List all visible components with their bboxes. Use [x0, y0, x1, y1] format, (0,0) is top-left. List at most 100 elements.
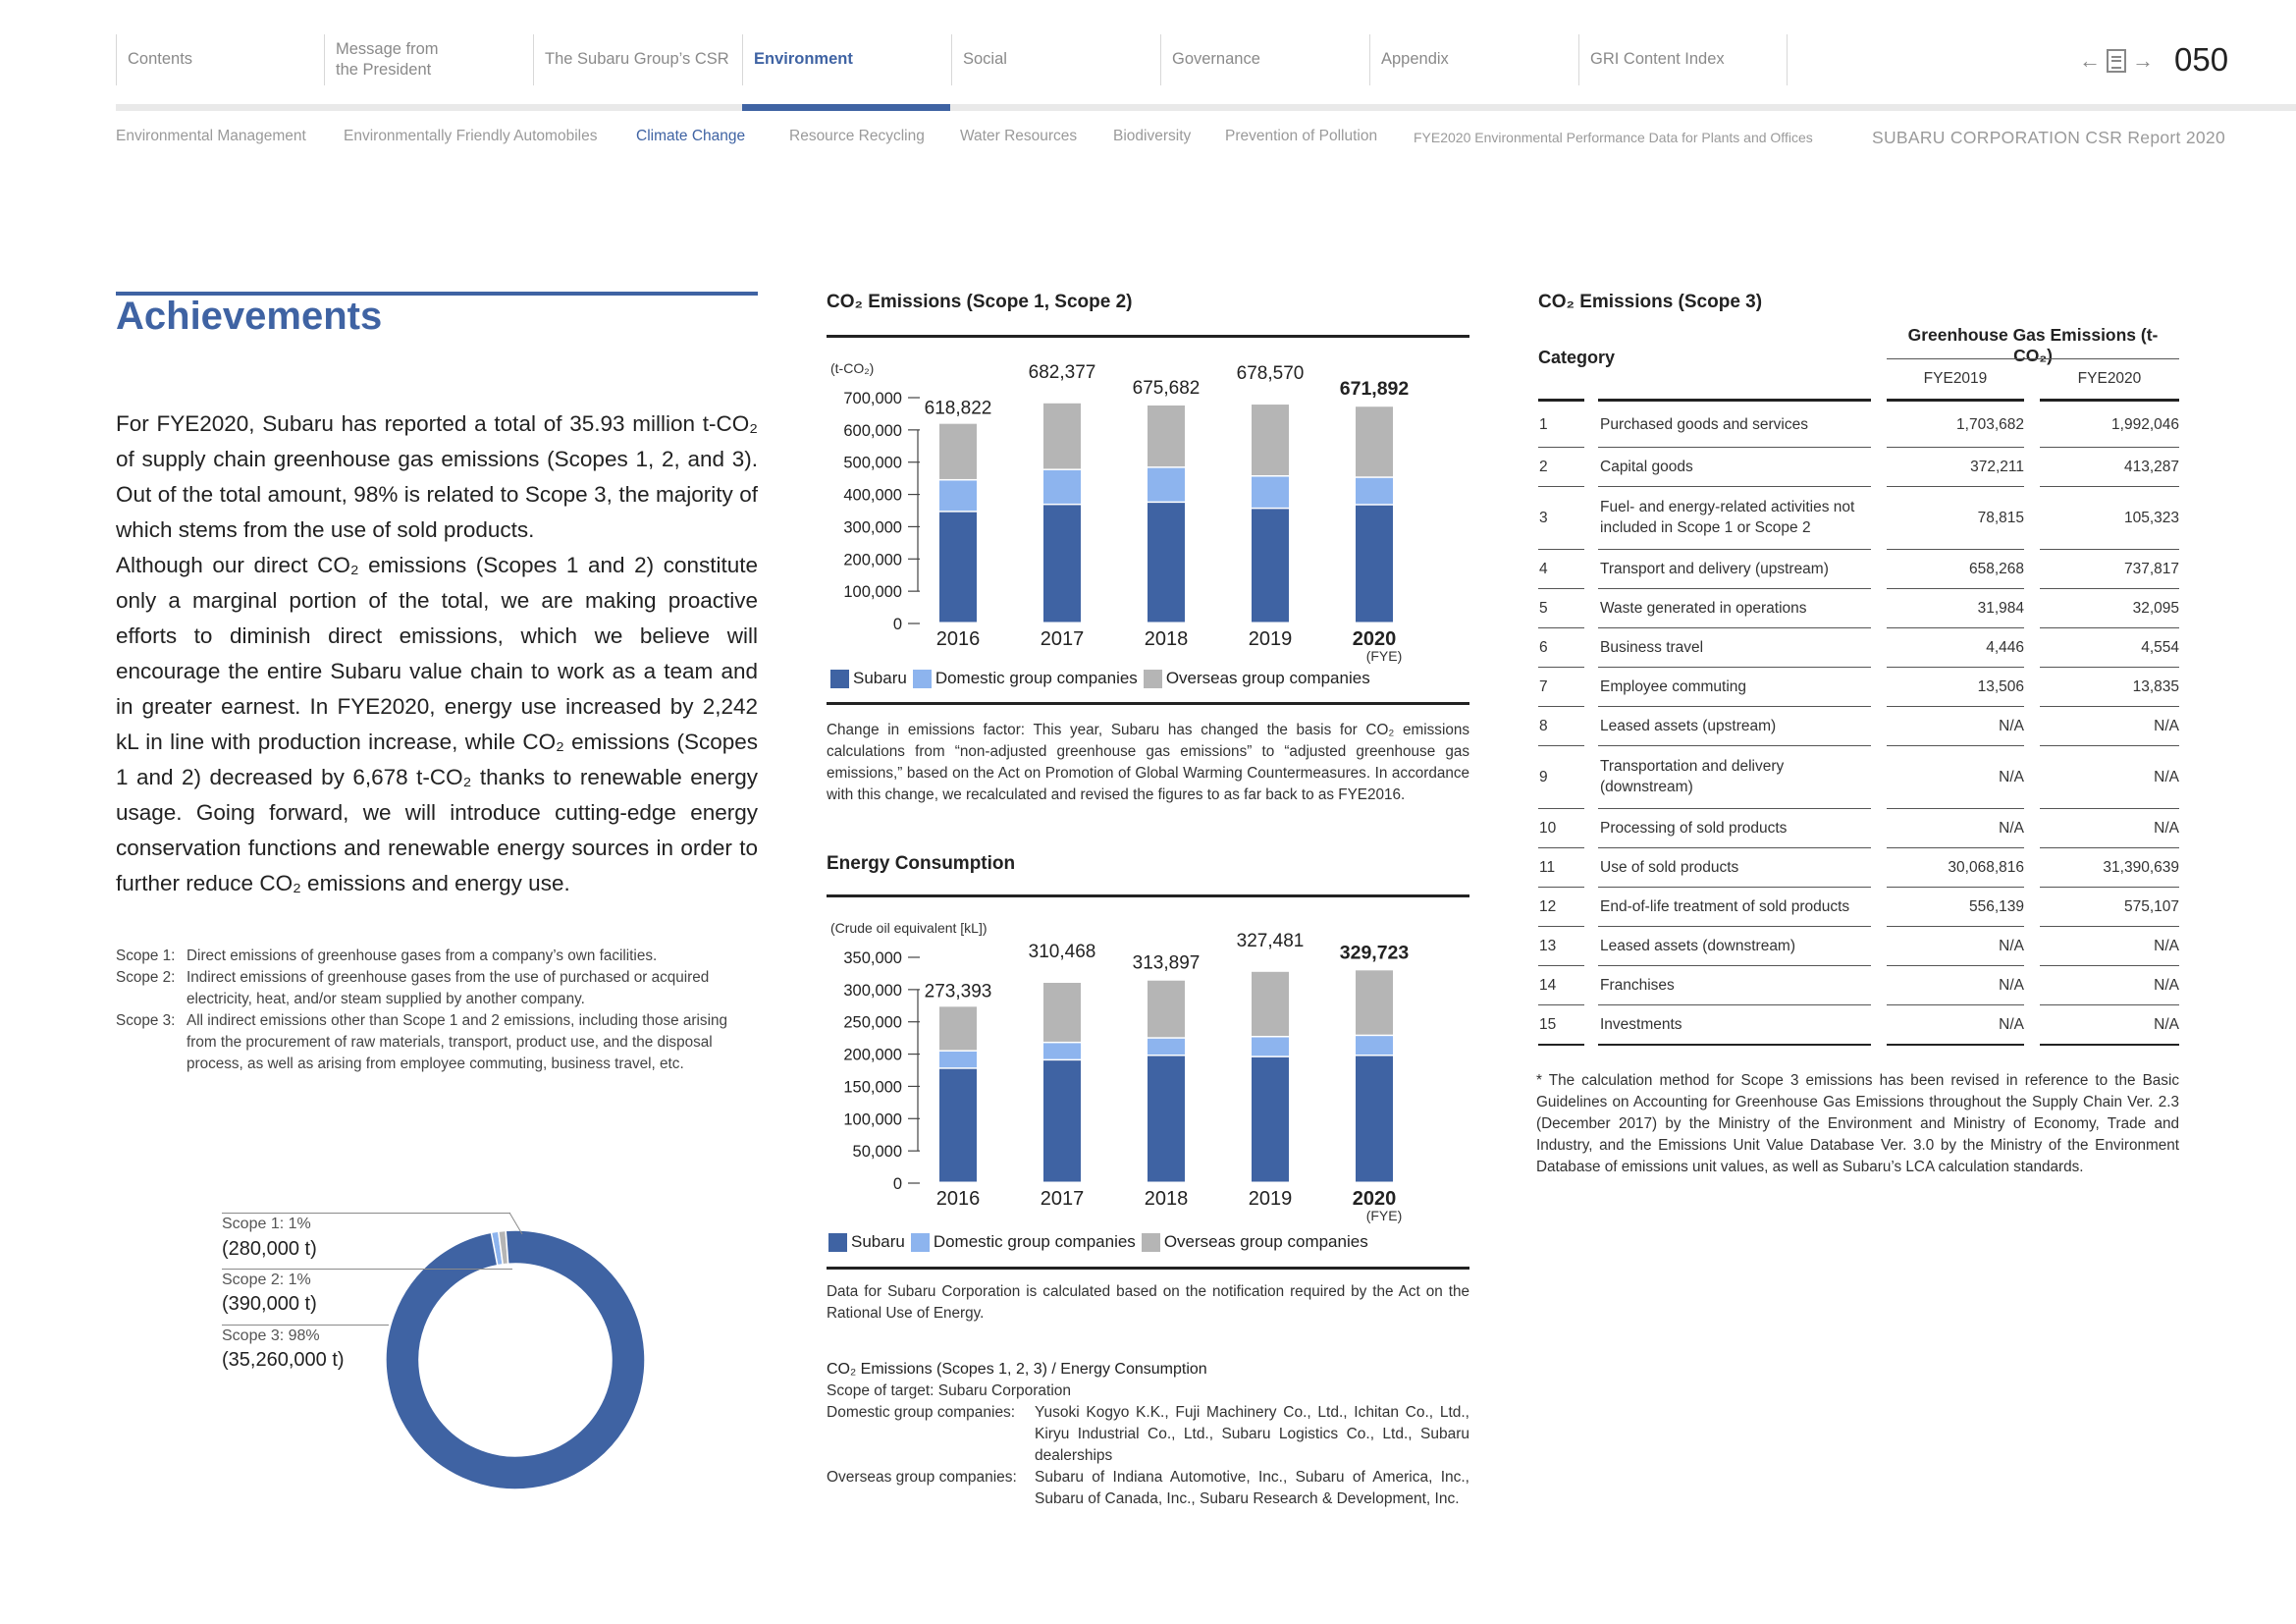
x-suffix-label: (FYE): [1366, 1208, 1403, 1223]
table-bottom-rule: [1887, 1044, 2024, 1046]
achievements-rule: [116, 292, 758, 296]
nav-divider: [116, 104, 2296, 111]
row-divider: [1598, 486, 1871, 487]
row-number: 8: [1539, 718, 1548, 734]
row-divider: [1598, 965, 1871, 966]
row-number: 12: [1539, 898, 1557, 915]
nav-tab-message[interactable]: Message from the President: [324, 34, 533, 85]
row-fye2020: 4,554: [2141, 639, 2179, 656]
scope3-footnote: * The calculation method for Scope 3 emi…: [1536, 1072, 2179, 1175]
row-fye2020: 737,817: [2123, 561, 2179, 577]
overseas-companies-key: Overseas group companies:: [827, 1469, 1017, 1486]
row-fye2019: N/A: [1999, 820, 2024, 837]
row-fye2019: N/A: [1999, 769, 2024, 785]
row-divider: [2040, 926, 2179, 927]
row-divider: [1598, 588, 1871, 589]
table-head-rule: [1538, 399, 1584, 402]
row-divider: [1887, 808, 2024, 809]
row-divider: [1598, 627, 1871, 628]
bar-segment-domestic-group-companies: [1252, 1037, 1289, 1056]
row-divider: [1887, 627, 2024, 628]
row-divider: [1538, 1004, 1584, 1005]
energy-legend: Subaru Domestic group companies Overseas…: [828, 1232, 1374, 1252]
row-divider: [1598, 887, 1871, 888]
row-number: 14: [1539, 977, 1557, 994]
y-tick-label: 150,000: [843, 1078, 902, 1096]
subnav-water-resources[interactable]: Water Resources: [960, 128, 1078, 144]
nav-tab-appendix[interactable]: Appendix: [1369, 34, 1578, 85]
row-number: 13: [1539, 938, 1557, 954]
row-divider: [2040, 745, 2179, 746]
row-number: 5: [1539, 600, 1548, 617]
row-category: Capital goods: [1600, 459, 1693, 475]
row-category: Investments: [1600, 1016, 1682, 1033]
scope-def-text: All indirect emissions other than Scope …: [187, 1012, 727, 1072]
y-tick-label: 0: [893, 616, 902, 633]
nav-tab-governance[interactable]: Governance: [1160, 34, 1369, 85]
scope-def-text: Indirect emissions of greenhouse gases f…: [187, 969, 710, 1007]
scope-of-target-line: Scope of target: Subaru Corporation: [827, 1382, 1072, 1399]
document-icon[interactable]: [2107, 49, 2126, 73]
scope2-leader: [222, 1269, 512, 1270]
subnav-performance-data[interactable]: FYE2020 Environmental Performance Data f…: [1414, 130, 1813, 145]
y-tick-label: 500,000: [843, 455, 902, 472]
subnav-climate-change[interactable]: Climate Change: [636, 128, 746, 144]
co2-legend: Subaru Domestic group companies Overseas…: [830, 669, 1376, 688]
nav-tab-label: Message from the President: [336, 39, 439, 79]
row-divider: [1538, 588, 1584, 589]
arrow-right-icon[interactable]: →: [2132, 48, 2154, 73]
y-tick-label: 200,000: [843, 551, 902, 568]
row-category: Franchises: [1600, 977, 1675, 994]
row-number: 2: [1539, 459, 1548, 475]
row-divider: [1887, 926, 2024, 927]
bar-segment-subaru: [1043, 505, 1081, 623]
nav-tab-label: Appendix: [1381, 50, 1449, 69]
nav-tab-contents[interactable]: Contents: [116, 34, 324, 85]
row-divider: [1887, 588, 2024, 589]
row-category: Business travel: [1600, 639, 1704, 656]
nav-tab-label: Environment: [754, 50, 853, 69]
bar-segment-domestic-group-companies: [1148, 1038, 1185, 1056]
subnav-friendly-automobiles[interactable]: Environmentally Friendly Automobiles: [344, 128, 598, 144]
row-fye2019: 13,506: [1977, 678, 2024, 695]
report-title: SUBARU CORPORATION CSR Report 2020: [1872, 128, 2225, 147]
row-fye2019: 658,268: [1968, 561, 2024, 577]
row-number: 4: [1539, 561, 1548, 577]
bar-total-label: 618,822: [925, 399, 992, 419]
bar-segment-domestic-group-companies: [1043, 469, 1081, 504]
table-head-rule: [1887, 399, 2024, 402]
x-suffix-label: (FYE): [1366, 648, 1403, 664]
scope-of-target: CO₂ Emissions (Scopes 1, 2, 3) / Energy …: [827, 1359, 1469, 1510]
chart-unit-label: (t-CO₂): [830, 360, 874, 376]
row-number: 7: [1539, 678, 1548, 695]
row-fye2020: 105,323: [2123, 510, 2179, 526]
subnav-resource-recycling[interactable]: Resource Recycling: [789, 128, 925, 144]
nav-tab-environment[interactable]: Environment: [742, 34, 951, 85]
scope-def-key: Scope 2:: [116, 969, 176, 986]
nav-tab-gri[interactable]: GRI Content Index: [1578, 34, 1788, 85]
row-divider: [1887, 745, 2024, 746]
scope3-title: CO₂ Emissions (Scope 3): [1538, 292, 1763, 312]
row-divider: [1887, 706, 2024, 707]
achievements-intro: For FYE2020, Subaru has reported a total…: [116, 406, 758, 901]
bar-segment-overseas-group-companies: [1356, 406, 1393, 477]
bar-segment-overseas-group-companies: [1043, 403, 1081, 469]
bar-segment-domestic-group-companies: [1148, 467, 1185, 502]
y-tick-label: 600,000: [843, 422, 902, 440]
bar-total-label: 675,682: [1133, 378, 1201, 399]
x-tick-label: 2017: [1041, 628, 1085, 650]
energy-legend-rule: [827, 1267, 1469, 1270]
scope2-value: (390,000 t): [222, 1293, 317, 1315]
co2-chart-title: CO₂ Emissions (Scope 1, Scope 2): [827, 292, 1133, 312]
subnav-environmental-management[interactable]: Environmental Management: [116, 128, 306, 144]
row-fye2019: 31,984: [1977, 600, 2024, 617]
nav-tab-social[interactable]: Social: [951, 34, 1160, 85]
subnav-biodiversity[interactable]: Biodiversity: [1113, 128, 1192, 144]
row-divider: [2040, 847, 2179, 848]
nav-tab-csr[interactable]: The Subaru Group’s CSR: [533, 34, 742, 85]
arrow-left-icon[interactable]: ←: [2079, 48, 2101, 73]
row-category: Employee commuting: [1600, 678, 1747, 695]
row-fye2019: 1,703,682: [1956, 416, 2024, 433]
x-tick-label: 2018: [1145, 628, 1189, 650]
subnav-prevention-of-pollution[interactable]: Prevention of Pollution: [1225, 128, 1378, 144]
